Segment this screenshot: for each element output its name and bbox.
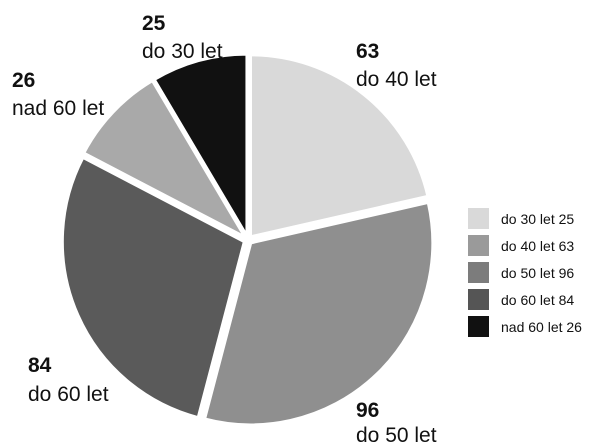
callout-nad-60-let: 26 nad 60 let [12,69,104,120]
callout-do-30-let: 25 do 30 let [142,12,223,63]
legend-label: do 50 let 96 [501,265,574,281]
legend-swatch [468,208,489,229]
legend-item: nad 60 let 26 [468,316,582,337]
callout-value: 84 [28,354,52,377]
legend-swatch [468,262,489,283]
slice-callouts: 25 do 30 let 63 do 40 let 96 do 50 let 8… [12,12,437,443]
legend-item: do 30 let 25 [468,208,574,229]
callout-label: nad 60 let [12,97,104,120]
legend-label: do 30 let 25 [501,211,574,227]
callout-label: do 60 let [28,383,109,406]
pie-slice-do-40-let [248,53,430,239]
legend-label: nad 60 let 26 [501,319,582,335]
callout-value: 26 [12,69,35,92]
legend-swatch [468,289,489,310]
pie-slice-do-50-let [202,200,435,427]
legend-swatch [468,316,489,337]
callout-value: 25 [142,12,166,35]
legend-item: do 60 let 84 [468,289,574,310]
pie-slice-nad-60-let [81,78,250,242]
callout-label: do 50 let [356,424,437,443]
legend-swatch [468,235,489,256]
legend-item: do 40 let 63 [468,235,574,256]
callout-do-50-let: 96 do 50 let [356,399,437,443]
pie-slices [60,52,435,427]
callout-do-40-let: 63 do 40 let [356,40,437,91]
callout-label: do 30 let [142,40,223,63]
callout-value: 96 [356,399,379,422]
callout-value: 63 [356,40,379,63]
legend-label: do 40 let 63 [501,238,574,254]
pie-slice-do-60-let [60,155,247,420]
pie-slice-do-30-let [152,52,249,242]
legend-label: do 60 let 84 [501,292,574,308]
legend-item: do 50 let 96 [468,262,574,283]
callout-label: do 40 let [356,68,437,91]
chart-legend: do 30 let 25 do 40 let 63 do 50 let 96 d… [468,208,582,337]
callout-do-60-let: 84 do 60 let [28,354,109,406]
